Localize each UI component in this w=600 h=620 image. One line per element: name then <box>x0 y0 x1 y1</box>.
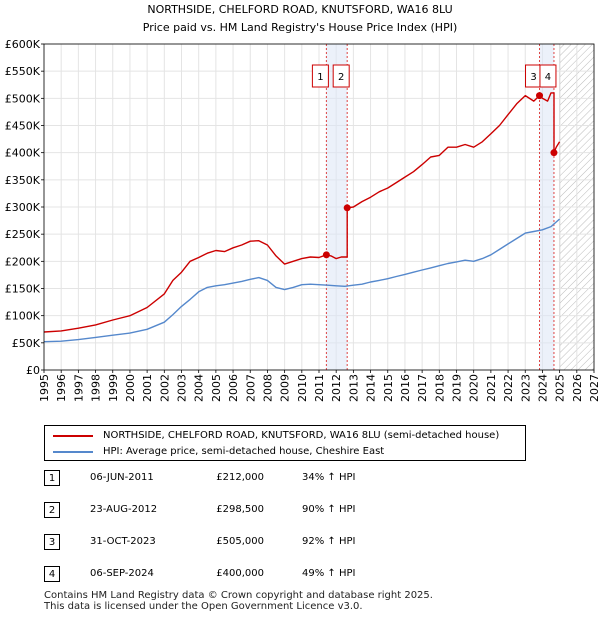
y-tick-label: £500K <box>5 92 41 105</box>
x-tick-label: 2015 <box>382 374 395 402</box>
y-tick-label: £350K <box>5 174 41 187</box>
y-tick-label: £200K <box>5 255 41 268</box>
x-tick-label: 1995 <box>38 374 51 402</box>
x-tick-label: 2025 <box>554 374 567 402</box>
transaction-number: 3 <box>44 534 60 550</box>
y-tick-label: £450K <box>5 120 41 133</box>
x-tick-label: 1996 <box>55 374 68 402</box>
transaction-date: 23-AUG-2012 <box>90 504 158 515</box>
transaction-number: 1 <box>44 470 60 486</box>
table-row: 2 23-AUG-2012 £298,500 90% ↑ HPI <box>44 502 464 520</box>
legend-swatch-property <box>53 435 93 437</box>
sale-period-band <box>539 44 554 370</box>
x-tick-label: 1998 <box>90 374 103 402</box>
transaction-price: £298,500 <box>216 504 264 515</box>
legend: NORTHSIDE, CHELFORD ROAD, KNUTSFORD, WA1… <box>44 425 526 461</box>
x-tick-label: 2017 <box>416 374 429 402</box>
annotation-box <box>311 64 329 88</box>
annotation-label: 2 <box>338 72 344 83</box>
y-tick-label: £0 <box>26 364 40 377</box>
chart-subtitle: Price paid vs. HM Land Registry's House … <box>143 21 458 34</box>
table-row: 4 06-SEP-2024 £400,000 49% ↑ HPI <box>44 566 464 584</box>
y-tick-label: £550K <box>5 65 41 78</box>
footer-copyright: Contains HM Land Registry data © Crown c… <box>44 590 433 601</box>
x-tick-label: 2012 <box>330 374 343 402</box>
x-tick-label: 2005 <box>210 374 223 402</box>
y-tick-label: £150K <box>5 283 41 296</box>
x-tick-label: 2019 <box>451 374 464 402</box>
transaction-date: 06-JUN-2011 <box>90 472 154 483</box>
transaction-hpi: 49% ↑ HPI <box>302 568 356 579</box>
legend-label-property: NORTHSIDE, CHELFORD ROAD, KNUTSFORD, WA1… <box>103 430 500 441</box>
footer-licence: This data is licensed under the Open Gov… <box>44 601 363 612</box>
x-tick-label: 2026 <box>571 374 584 402</box>
x-tick-label: 2013 <box>347 374 360 402</box>
transaction-date: 31-OCT-2023 <box>90 536 156 547</box>
y-tick-label: £100K <box>5 310 41 323</box>
transaction-number: 4 <box>44 566 60 582</box>
x-tick-label: 2011 <box>313 374 326 402</box>
y-tick-label: £50K <box>12 337 41 350</box>
y-tick-label: £300K <box>5 201 41 214</box>
transaction-hpi: 92% ↑ HPI <box>302 536 356 547</box>
transaction-date: 06-SEP-2024 <box>90 568 154 579</box>
sale-period-band <box>326 44 348 370</box>
sale-point <box>322 251 330 259</box>
x-tick-label: 2006 <box>227 374 240 402</box>
price-chart: NORTHSIDE, CHELFORD ROAD, KNUTSFORD, WA1… <box>5 3 600 402</box>
x-tick-label: 2008 <box>261 374 274 402</box>
chart-title: NORTHSIDE, CHELFORD ROAD, KNUTSFORD, WA1… <box>147 3 452 16</box>
annotation-label: 3 <box>530 72 536 83</box>
x-tick-label: 2020 <box>468 374 481 402</box>
annotation-box <box>332 64 350 88</box>
property-price-line <box>43 92 561 333</box>
footer-attribution: Contains HM Land Registry data © Crown c… <box>44 590 433 612</box>
x-tick-label: 1999 <box>107 374 120 402</box>
legend-swatch-hpi <box>53 451 93 453</box>
annotation-label: 4 <box>545 72 551 83</box>
y-tick-label: £400K <box>5 147 41 160</box>
x-tick-label: 2023 <box>519 374 532 402</box>
sale-point <box>536 92 544 100</box>
table-row: 3 31-OCT-2023 £505,000 92% ↑ HPI <box>44 534 464 552</box>
transaction-price: £400,000 <box>216 568 264 579</box>
x-tick-label: 2014 <box>365 374 378 402</box>
x-tick-label: 2024 <box>536 374 549 402</box>
x-tick-label: 2016 <box>399 374 412 402</box>
legend-label-hpi: HPI: Average price, semi-detached house,… <box>103 446 385 457</box>
x-tick-label: 2022 <box>502 374 515 402</box>
x-tick-label: 2009 <box>279 374 292 402</box>
x-tick-label: 2003 <box>176 374 189 402</box>
annotation-label: 1 <box>317 72 323 83</box>
transaction-price: £505,000 <box>216 536 264 547</box>
transaction-price: £212,000 <box>216 472 264 483</box>
sale-point <box>343 204 351 212</box>
transaction-hpi: 34% ↑ HPI <box>302 472 356 483</box>
x-tick-label: 2010 <box>296 374 309 402</box>
annotation-box <box>539 64 557 88</box>
x-tick-label: 2021 <box>485 374 498 402</box>
x-tick-label: 2018 <box>433 374 446 402</box>
x-tick-label: 1997 <box>72 374 85 402</box>
x-tick-label: 2000 <box>124 374 137 402</box>
y-tick-label: £250K <box>5 228 41 241</box>
x-tick-label: 2001 <box>141 374 154 402</box>
sale-point <box>550 149 558 157</box>
table-row: 1 06-JUN-2011 £212,000 34% ↑ HPI <box>44 470 464 488</box>
x-tick-label: 2002 <box>158 374 171 402</box>
y-tick-label: £600K <box>5 38 41 51</box>
x-tick-label: 2007 <box>244 374 257 402</box>
x-tick-label: 2027 <box>588 374 600 402</box>
transaction-hpi: 90% ↑ HPI <box>302 504 356 515</box>
hpi-line <box>43 218 561 343</box>
x-tick-label: 2004 <box>193 374 206 402</box>
transaction-number: 2 <box>44 502 60 518</box>
